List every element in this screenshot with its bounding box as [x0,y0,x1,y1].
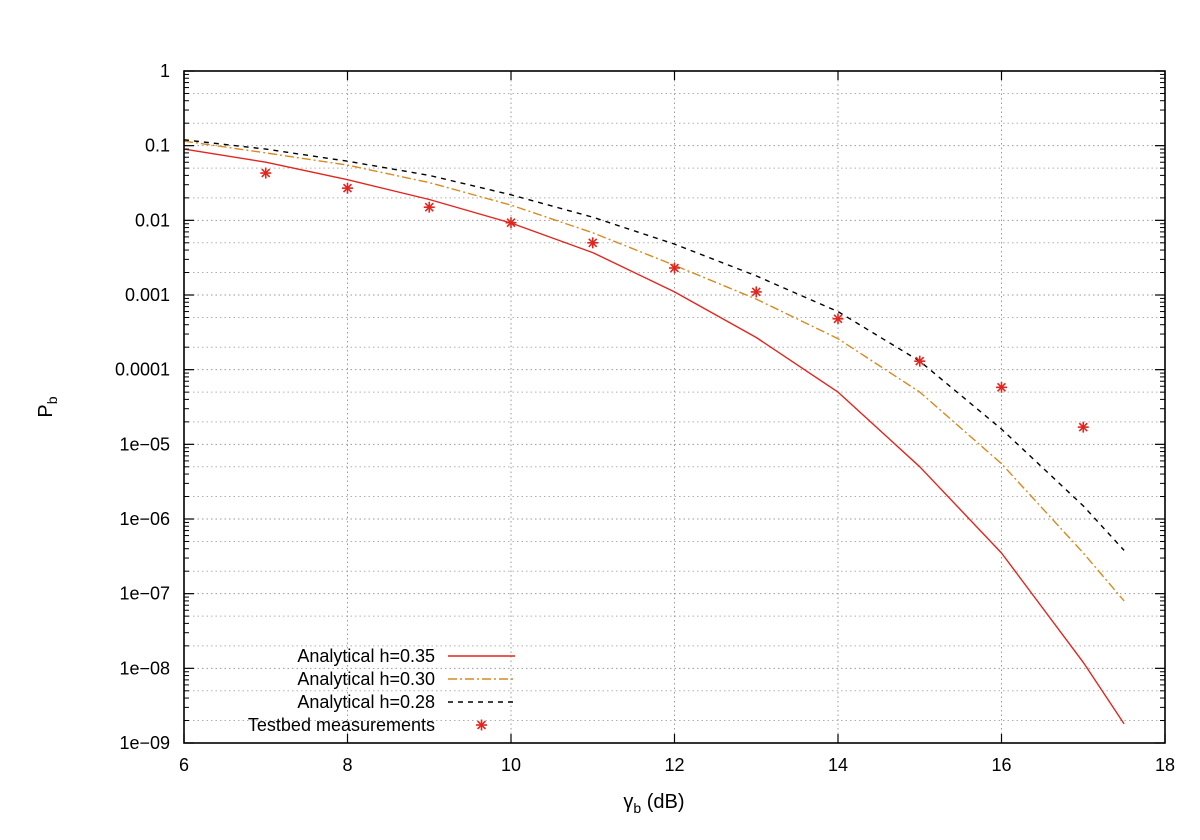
x-tick-label: 8 [342,755,352,775]
x-axis-label: γb (dB) [623,791,684,816]
measurement-point [750,286,762,298]
x-tick-label: 18 [1155,755,1175,775]
legend-label: Analytical h=0.35 [297,646,435,666]
measurement-point [832,313,844,325]
series-line-2 [183,140,1125,602]
measurement-point [260,167,272,179]
series-layer [183,139,1125,725]
y-axis-label: Pb [35,396,60,417]
y-tick-label: 1e−09 [119,733,170,753]
measurement-point [914,355,926,367]
legend-label: Testbed measurements [248,715,435,735]
y-tick-label: 1e−07 [119,584,170,604]
measurement-point [423,201,435,213]
measurement-point [505,217,517,229]
measurement-point [342,182,353,194]
legend: Analytical h=0.35 Analytical h=0.30 Analyt… [248,646,515,735]
y-tick-label: 0.001 [125,285,170,305]
legend-label: Analytical h=0.28 [297,692,435,712]
y-tick-label: 0.01 [135,210,170,230]
x-tick-label: 14 [828,755,848,775]
y-tick-label: 0.1 [145,136,170,156]
legend-marker [476,719,487,731]
measurement-point [587,237,599,249]
x-axis-label-symbol: γ [623,791,633,813]
y-axis-label-symbol: P [35,404,57,417]
x-tick-label: 16 [991,755,1011,775]
measurement-point [669,262,680,274]
measurement-point [1077,421,1089,433]
y-tick-label: 1 [160,61,170,81]
y-axis-label-subscript: b [44,396,60,404]
y-axis-tick-labels: 1 0.1 0.01 0.001 0.0001 1e−05 1e−06 1e−07 1e−08 1… [115,61,170,753]
series-line-3 [183,139,1125,551]
x-axis-label-subscript: b [633,800,641,816]
y-tick-label: 1e−05 [119,434,170,454]
legend-label: Analytical h=0.30 [297,669,435,689]
y-tick-label: 1e−06 [119,509,170,529]
series-line-1 [183,148,1125,725]
x-tick-label: 12 [664,755,684,775]
measurement-point [996,381,1007,393]
x-axis-tick-labels: 6 8 10 12 14 16 18 [179,755,1175,775]
x-tick-label: 10 [501,755,521,775]
x-tick-label: 6 [179,755,189,775]
x-axis-label-unit: (dB) [641,791,684,813]
axis-ticks [183,70,1166,744]
y-tick-label: 1e−08 [119,658,170,678]
y-tick-label: 0.0001 [115,360,170,380]
